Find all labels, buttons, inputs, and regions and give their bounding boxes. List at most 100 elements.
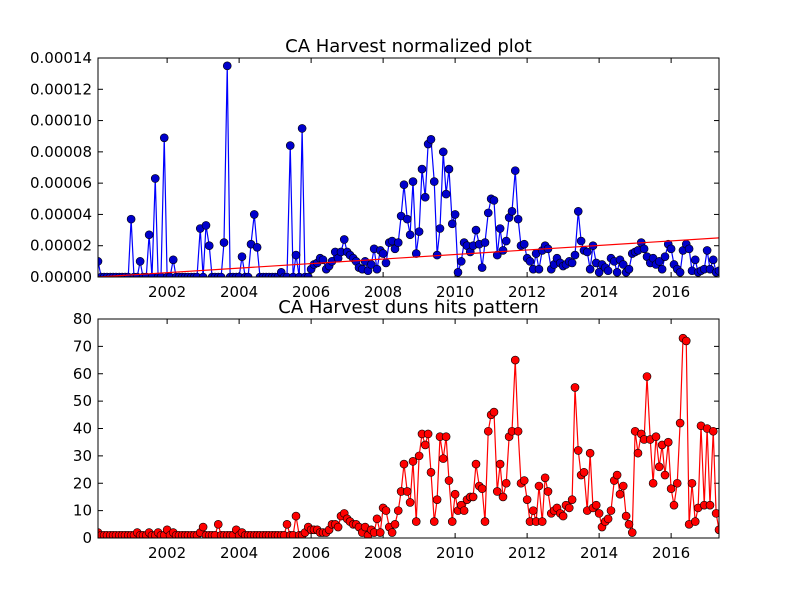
data-point	[669, 500, 679, 510]
data-point	[510, 355, 520, 365]
data-point	[654, 462, 664, 472]
data-point	[570, 250, 580, 260]
data-point	[690, 517, 700, 526]
data-point	[585, 264, 595, 274]
data-point	[159, 133, 169, 143]
data-point	[681, 336, 691, 346]
data-point	[603, 266, 613, 276]
data-point	[471, 459, 481, 469]
data-point	[480, 238, 490, 247]
data-point	[594, 268, 604, 277]
data-point	[654, 257, 664, 266]
data-point	[519, 476, 529, 485]
data-point	[639, 244, 649, 254]
x-tick-label: 2014	[580, 544, 618, 562]
data-point	[498, 492, 508, 502]
data-point	[222, 61, 232, 71]
data-point	[297, 124, 307, 133]
data-point	[711, 509, 719, 518]
data-point	[438, 454, 448, 463]
data-point	[426, 135, 436, 144]
data-point	[495, 224, 505, 233]
y-tick-label: 0.00012	[30, 80, 92, 98]
y-tick-label: 0.00002	[30, 237, 92, 255]
data-point	[213, 520, 223, 529]
data-point	[498, 246, 508, 255]
data-point	[612, 470, 622, 480]
data-point	[510, 166, 520, 175]
data-point	[411, 517, 421, 526]
data-point	[540, 473, 550, 483]
data-point	[705, 500, 715, 510]
data-point	[489, 196, 499, 205]
data-point	[252, 242, 262, 252]
data-point	[501, 236, 511, 246]
data-point	[471, 225, 481, 235]
data-point	[447, 219, 457, 229]
data-point	[585, 448, 595, 458]
data-point	[570, 383, 580, 392]
data-point	[666, 244, 676, 254]
data-point	[249, 210, 259, 219]
data-point	[519, 239, 529, 249]
data-point	[291, 250, 301, 260]
data-point	[612, 268, 622, 277]
x-tick-label: 2008	[364, 283, 402, 301]
data-point	[429, 177, 439, 186]
data-point	[150, 174, 160, 183]
data-point	[282, 520, 292, 529]
data-point	[477, 484, 487, 494]
data-point	[579, 467, 589, 477]
data-point	[483, 208, 493, 218]
data-point	[618, 260, 628, 269]
data-point	[468, 492, 478, 502]
series-line	[98, 65, 719, 277]
data-point	[672, 478, 682, 488]
data-point	[387, 528, 397, 537]
x-tick-label: 2016	[652, 544, 690, 562]
data-point	[606, 506, 616, 515]
data-point	[381, 258, 391, 268]
y-tick-label: 0.00014	[30, 49, 92, 67]
data-point	[663, 437, 673, 447]
x-tick-label: 2016	[652, 283, 690, 301]
x-tick-label: 2012	[508, 283, 546, 301]
data-point	[627, 528, 637, 537]
y-tick-label: 80	[73, 310, 92, 328]
y-tick-label: 30	[73, 447, 92, 465]
series-line	[98, 237, 719, 277]
data-point	[675, 268, 685, 277]
axes-frame	[97, 318, 720, 539]
data-point	[390, 520, 400, 529]
data-point	[621, 511, 631, 521]
data-point	[198, 522, 208, 532]
data-point	[204, 241, 214, 251]
data-point	[618, 481, 628, 491]
data-point	[708, 426, 718, 436]
data-point	[564, 503, 574, 513]
data-point	[237, 252, 247, 261]
data-point	[615, 489, 625, 499]
data-point	[648, 478, 658, 488]
data-point	[219, 238, 229, 247]
data-point	[714, 525, 719, 535]
data-point	[402, 487, 412, 496]
data-point	[642, 372, 652, 381]
axes-frame	[97, 57, 720, 278]
y-tick-label: 0.00008	[30, 143, 92, 161]
data-point	[98, 257, 103, 266]
data-point	[456, 257, 466, 266]
data-point	[216, 272, 226, 277]
data-point	[534, 264, 544, 274]
data-point	[381, 506, 391, 515]
data-point	[441, 189, 451, 199]
data-point	[714, 266, 719, 276]
data-point	[594, 509, 604, 518]
chart-title: CA Harvest normalized plot	[285, 36, 532, 57]
plot-clip	[98, 333, 719, 538]
y-tick-label: 0	[82, 529, 92, 547]
data-point	[624, 264, 634, 274]
x-tick-label: 2004	[220, 544, 258, 562]
data-point	[528, 506, 538, 515]
